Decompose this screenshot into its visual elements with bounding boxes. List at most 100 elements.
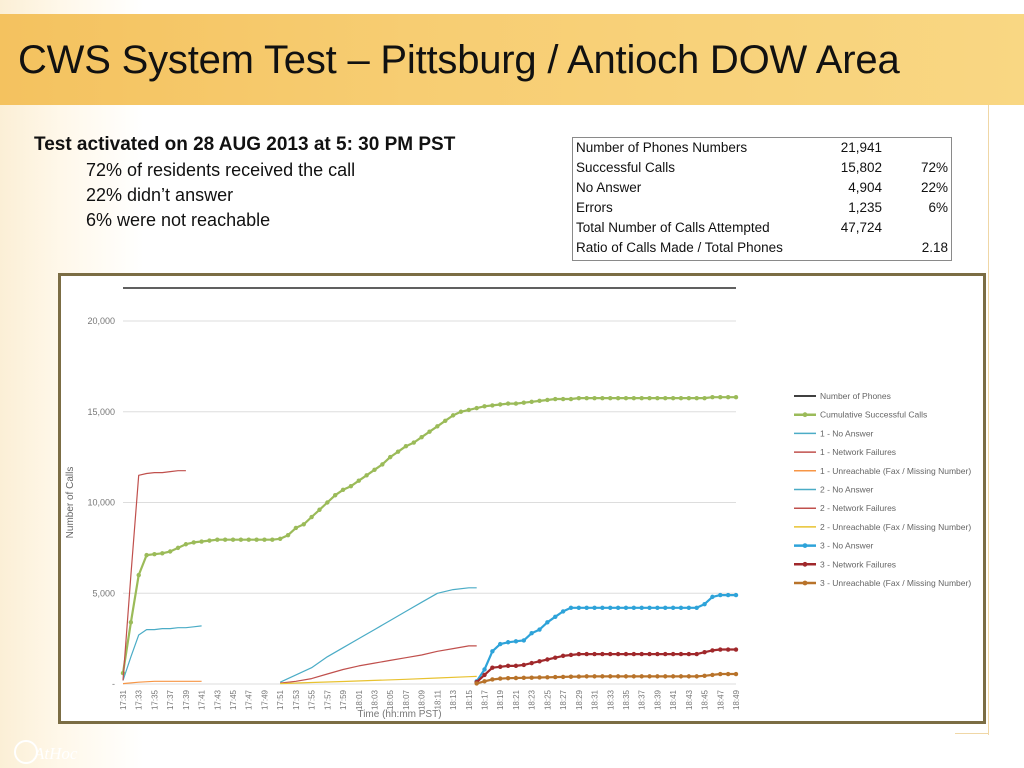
data-point: [152, 552, 157, 557]
x-tick-label: 18:27: [559, 689, 568, 710]
data-point: [678, 395, 684, 401]
data-point: [647, 605, 652, 610]
data-point: [498, 676, 503, 681]
series-line: [122, 680, 202, 685]
series-line: [121, 396, 736, 674]
data-point: [498, 641, 503, 647]
x-axis-title: Time (hh:mm PST): [357, 709, 441, 720]
data-point: [191, 540, 196, 545]
data-point: [631, 674, 637, 679]
data-point: [694, 651, 699, 657]
data-point: [301, 522, 306, 527]
data-point: [718, 671, 723, 677]
stat-percent: 6%: [928, 200, 948, 215]
series-line: [475, 594, 736, 682]
decorative-rule: [988, 105, 989, 735]
x-tick-label: 17:53: [292, 689, 301, 710]
data-point: [639, 395, 644, 401]
data-point: [553, 674, 558, 680]
data-point: [521, 400, 527, 405]
data-point: [600, 651, 605, 657]
data-point: [568, 652, 574, 658]
data-point: [592, 674, 597, 679]
data-point: [498, 664, 503, 669]
x-tick-label: 17:51: [276, 689, 285, 710]
data-point: [443, 418, 448, 424]
x-tick-label: 17:37: [166, 689, 175, 710]
data-point: [136, 572, 141, 578]
title-bar: [0, 14, 1024, 105]
stat-label: Number of Phones Numbers: [576, 140, 748, 155]
data-point: [498, 402, 503, 407]
data-point: [309, 514, 314, 520]
x-tick-label: 18:01: [355, 689, 364, 710]
x-tick-label: 17:33: [135, 689, 144, 710]
x-tick-label: 18:07: [402, 689, 411, 710]
data-point: [592, 605, 597, 610]
data-point: [725, 647, 731, 652]
x-tick-label: 18:17: [481, 689, 490, 710]
data-point: [663, 674, 668, 679]
data-point: [600, 674, 605, 679]
data-point: [686, 395, 692, 401]
stat-percent: [885, 218, 951, 238]
data-point: [490, 665, 495, 670]
data-point: [670, 674, 676, 679]
data-point: [568, 396, 574, 402]
table-row: Errors 1,235 6%: [573, 198, 951, 218]
logo-ring: [14, 740, 38, 764]
data-point: [411, 440, 416, 445]
data-point: [686, 674, 692, 679]
x-tick-label: 18:03: [370, 689, 379, 710]
data-point: [505, 663, 511, 669]
data-point: [670, 395, 676, 401]
x-tick-label: 17:49: [260, 689, 269, 710]
stat-value: [789, 238, 885, 258]
data-point: [293, 525, 299, 531]
data-point: [246, 537, 251, 542]
y-axis-title: Number of Calls: [65, 467, 76, 539]
data-point: [694, 395, 699, 401]
legend-label: 1 - Unreachable (Fax / Missing Number): [820, 466, 971, 476]
data-point: [403, 444, 409, 449]
y-tick-label: 20,000: [87, 316, 115, 326]
data-point: [388, 454, 393, 460]
data-point: [686, 605, 692, 610]
data-point: [663, 605, 668, 610]
data-point: [474, 405, 479, 411]
data-point: [537, 398, 542, 404]
slide-title: CWS System Test – Pittsburg / Antioch DO…: [18, 38, 900, 82]
data-point: [175, 545, 181, 551]
data-point: [238, 537, 244, 542]
data-point: [584, 395, 589, 401]
data-point: [490, 403, 495, 408]
data-point: [655, 674, 660, 679]
data-point: [592, 651, 597, 657]
y-tick-label: 15,000: [87, 407, 115, 417]
x-tick-label: 17:31: [119, 689, 128, 710]
data-point: [521, 638, 527, 643]
data-point: [560, 609, 566, 614]
data-point: [623, 674, 629, 679]
data-point: [639, 605, 644, 610]
stat-value: 47,724: [840, 220, 882, 235]
bullet-unreachable: 6% were not reachable: [86, 210, 271, 230]
data-point: [529, 660, 534, 666]
table-row: Successful Calls 15,802 72%: [573, 158, 951, 178]
x-tick-label: 18:25: [543, 689, 552, 710]
stat-value: 1,235: [848, 200, 882, 215]
data-point: [584, 674, 589, 679]
x-tick-label: 18:19: [496, 689, 505, 710]
legend-label: 3 - No Answer: [820, 541, 874, 551]
stat-percent: 72%: [920, 160, 948, 175]
table-row: Total Number of Calls Attempted 47,724: [573, 218, 951, 238]
series-line: [475, 648, 736, 684]
data-point: [529, 630, 534, 636]
data-point: [710, 648, 715, 653]
stat-label: No Answer: [576, 180, 642, 195]
legend-label: 2 - No Answer: [820, 485, 874, 495]
data-point: [663, 395, 668, 401]
stat-label: Ratio of Calls Made / Total Phones: [576, 240, 783, 255]
data-point: [663, 651, 668, 657]
chart-frame: - 5,000 10,000 15,000 20,000 17:31 17:33 17:35 1…: [58, 273, 986, 724]
